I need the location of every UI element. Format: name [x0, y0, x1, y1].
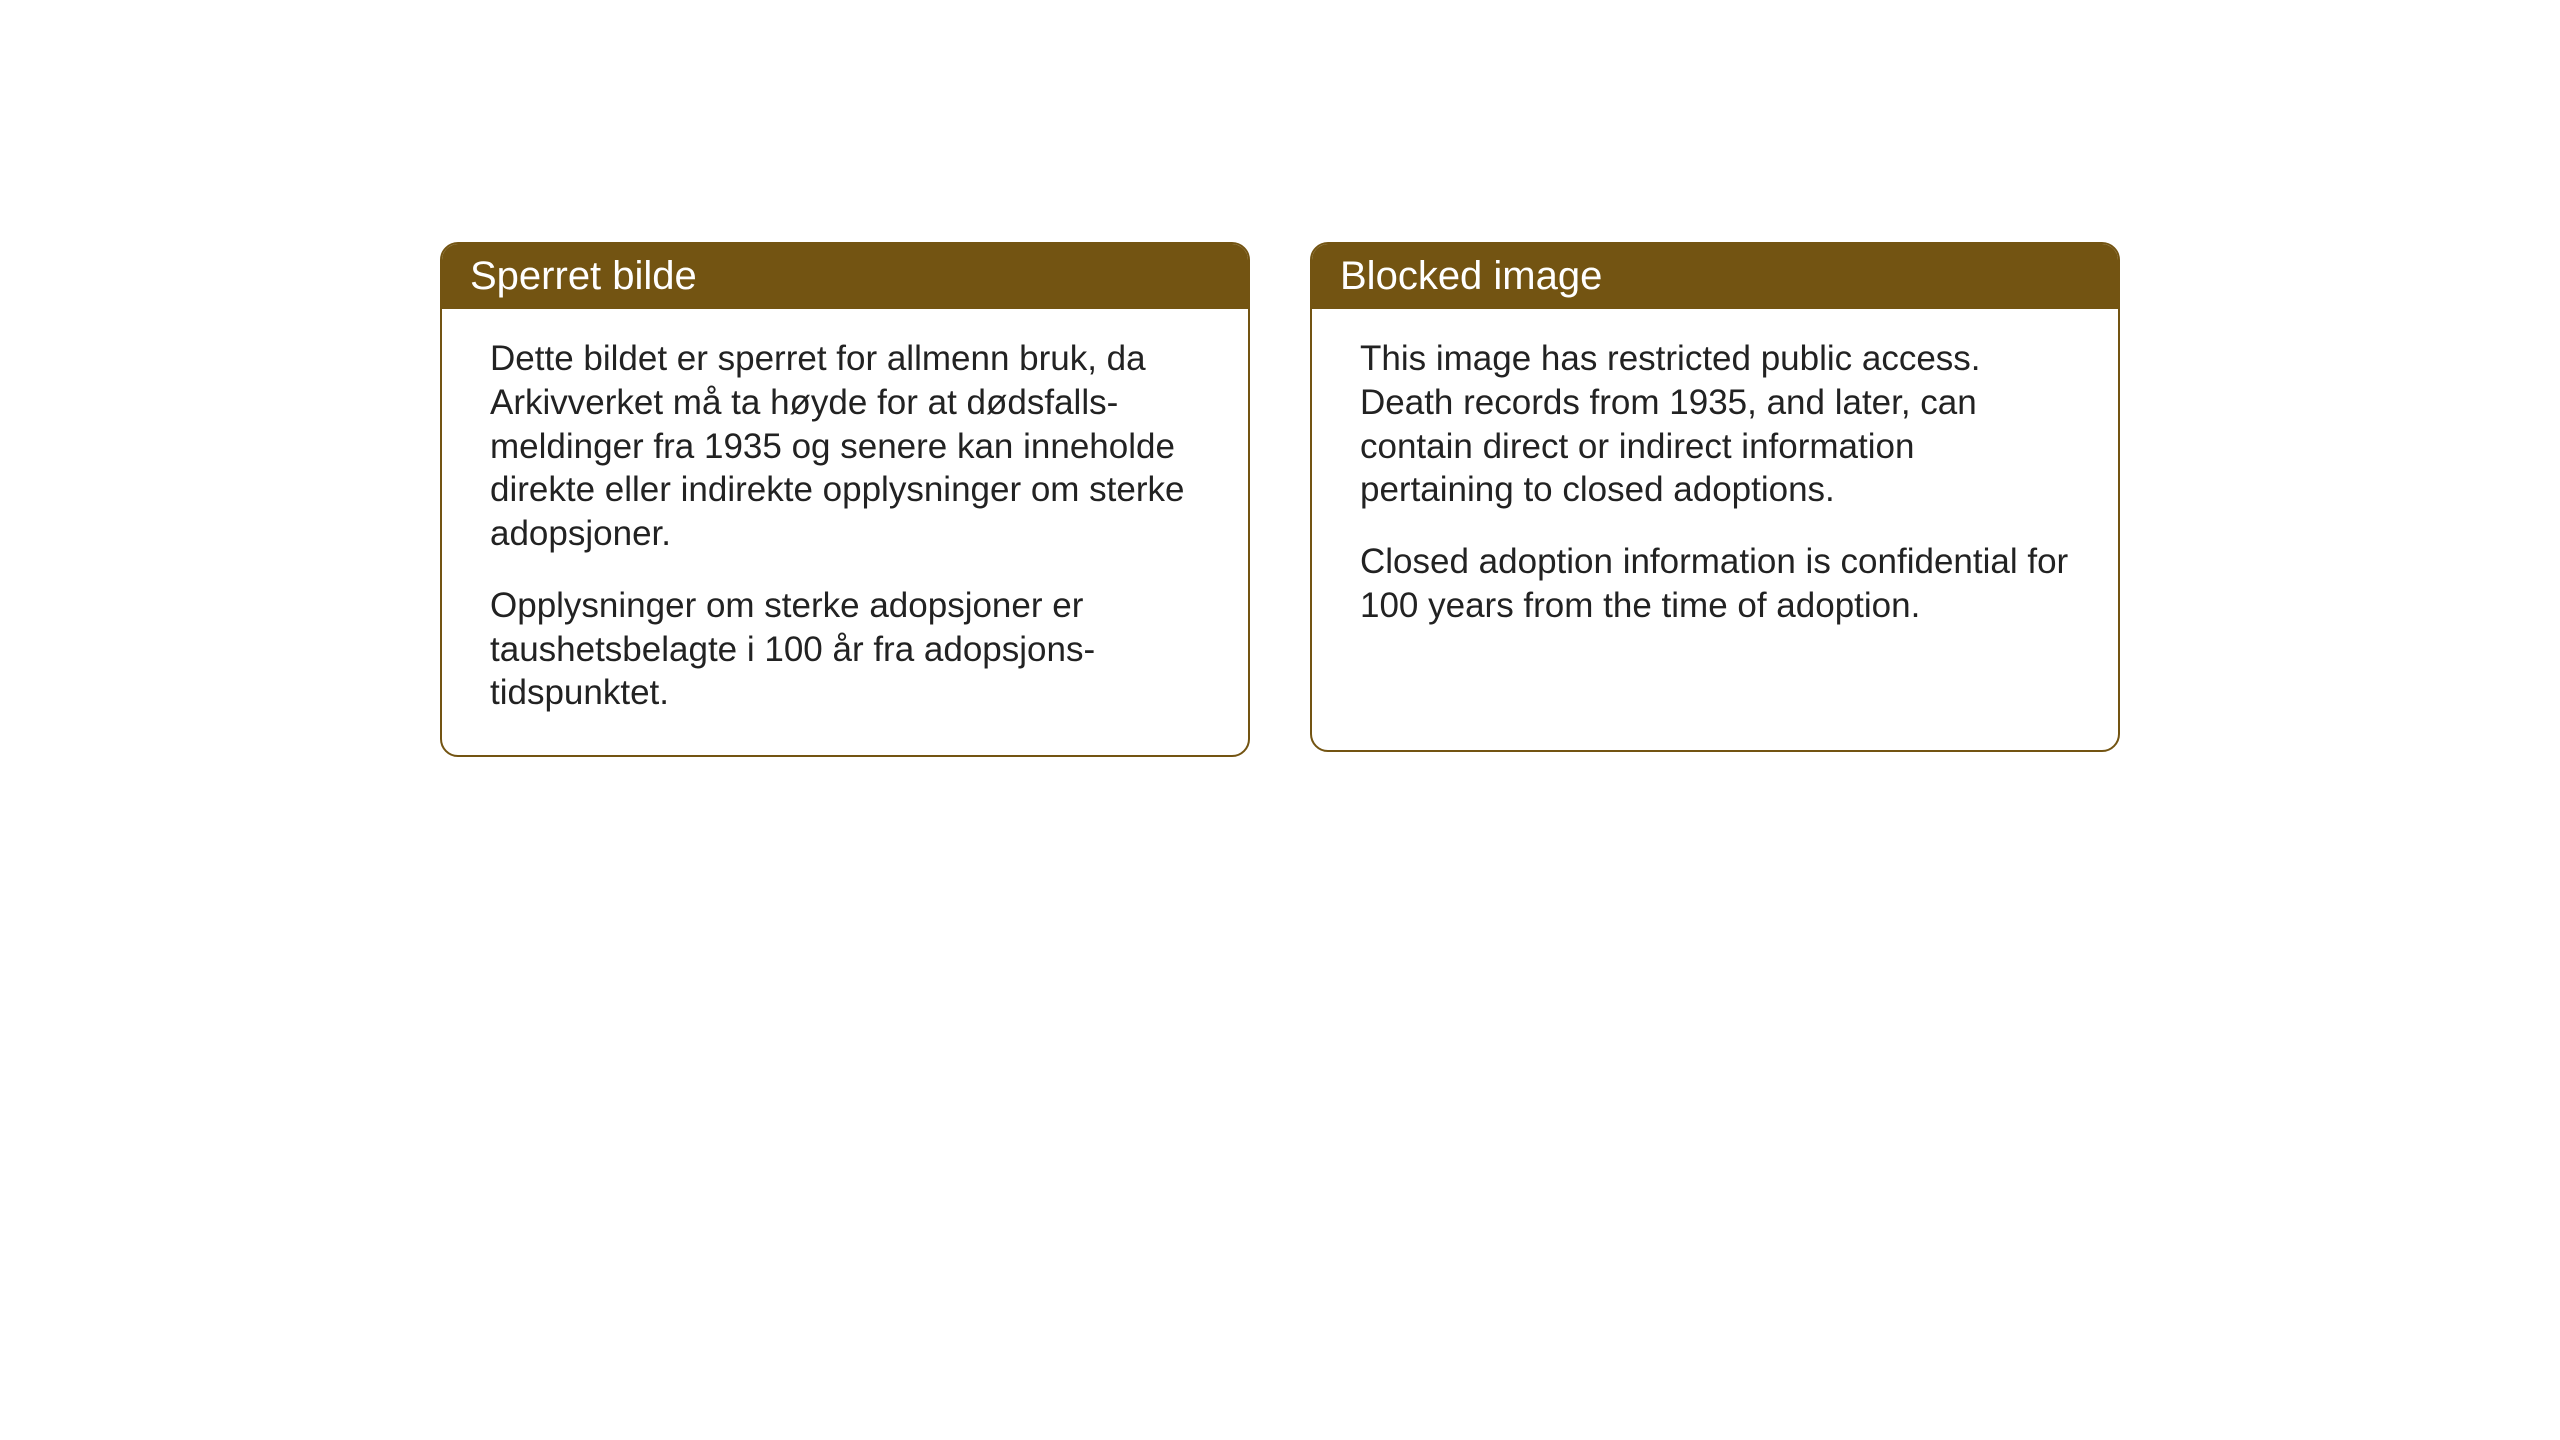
notice-body-english: This image has restricted public access.…: [1312, 309, 2118, 668]
notice-body-norwegian: Dette bildet er sperret for allmenn bruk…: [442, 309, 1248, 755]
notice-paragraph-1-norwegian: Dette bildet er sperret for allmenn bruk…: [490, 337, 1200, 556]
notice-paragraph-2-english: Closed adoption information is confident…: [1360, 540, 2070, 628]
notice-paragraph-2-norwegian: Opplysninger om sterke adopsjoner er tau…: [490, 584, 1200, 715]
notice-paragraph-1-english: This image has restricted public access.…: [1360, 337, 2070, 512]
notice-box-norwegian: Sperret bilde Dette bildet er sperret fo…: [440, 242, 1250, 757]
notice-header-english: Blocked image: [1312, 244, 2118, 309]
notice-box-english: Blocked image This image has restricted …: [1310, 242, 2120, 752]
notice-container: Sperret bilde Dette bildet er sperret fo…: [0, 0, 2560, 757]
notice-header-norwegian: Sperret bilde: [442, 244, 1248, 309]
